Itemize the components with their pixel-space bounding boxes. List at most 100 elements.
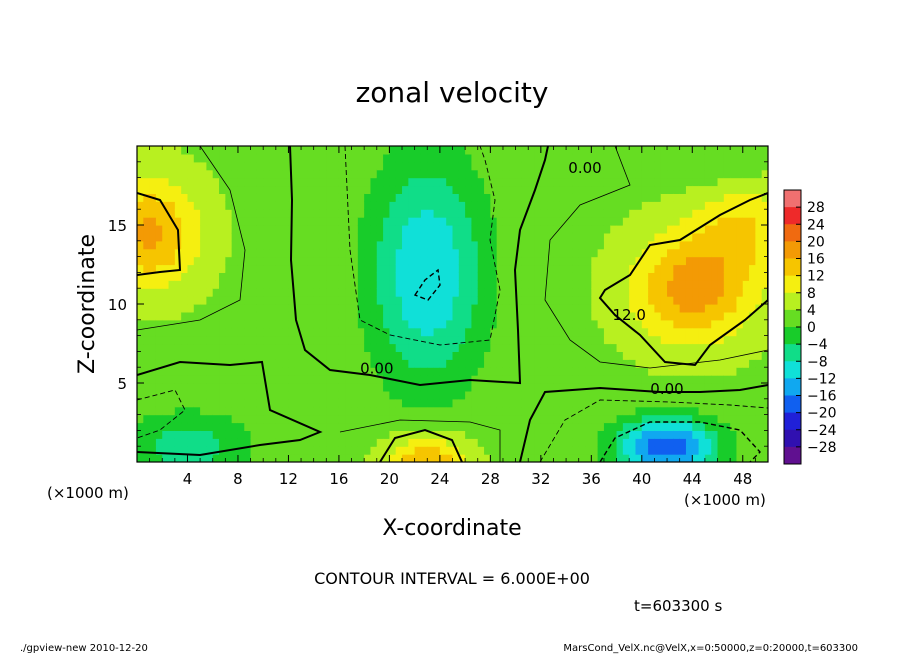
heatmap-cell [275, 311, 283, 321]
heatmap-cell [187, 375, 195, 384]
heatmap-cell [307, 327, 315, 337]
heatmap-cell [225, 343, 233, 352]
heatmap-cell [244, 240, 252, 250]
heatmap-cell [301, 327, 308, 337]
heatmap-cell [667, 454, 674, 462]
heatmap-cell [345, 446, 353, 455]
heatmap-cell [502, 375, 510, 384]
heatmap-cell [761, 319, 768, 329]
heatmap-cell [698, 288, 706, 297]
heatmap-cell [383, 177, 390, 187]
heatmap-cell [761, 248, 768, 258]
heatmap-cell [521, 288, 529, 297]
heatmap-cell [345, 201, 353, 210]
heatmap-cell [471, 256, 479, 266]
heatmap-cell [187, 438, 195, 447]
heatmap-cell [433, 327, 441, 337]
heatmap-cell [181, 288, 189, 297]
heatmap-cell [282, 367, 290, 376]
heatmap-cell [168, 248, 176, 258]
heatmap-cell [673, 264, 681, 273]
heatmap-cell [193, 383, 201, 392]
heatmap-cell [591, 406, 599, 416]
heatmap-cell [755, 327, 763, 337]
heatmap-cell [364, 304, 372, 313]
heatmap-cell [263, 264, 271, 273]
heatmap-cell [439, 438, 447, 447]
heatmap-cell [307, 311, 315, 321]
heatmap-cell [452, 153, 460, 163]
heatmap-cell [313, 209, 321, 218]
heatmap-cell [319, 232, 327, 242]
heatmap-cell [155, 264, 163, 273]
heatmap-cell [704, 327, 712, 337]
heatmap-cell [622, 454, 630, 462]
heatmap-cell [698, 454, 706, 462]
heatmap-cell [521, 264, 529, 273]
heatmap-cell [408, 256, 416, 266]
heatmap-cell [685, 351, 693, 360]
heatmap-cell [357, 375, 365, 384]
heatmap-cell [698, 311, 706, 321]
heatmap-cell [364, 272, 372, 281]
heatmap-cell [319, 454, 327, 462]
heatmap-cell [263, 414, 271, 424]
heatmap-cell [742, 264, 750, 273]
heatmap-cell [319, 193, 327, 202]
heatmap-cell [572, 153, 580, 163]
heatmap-cell [566, 193, 573, 202]
heatmap-cell [338, 296, 346, 305]
heatmap-cell [578, 217, 586, 226]
heatmap-cell [244, 264, 252, 273]
heatmap-cell [250, 383, 258, 392]
heatmap-cell [256, 383, 264, 392]
heatmap-cell [641, 280, 649, 289]
heatmap-cell [704, 406, 712, 416]
heatmap-cell [540, 446, 548, 455]
heatmap-cell [509, 446, 517, 455]
heatmap-cell [275, 272, 283, 281]
heatmap-cell [749, 311, 756, 321]
heatmap-cell [673, 296, 681, 305]
heatmap-cell [149, 240, 157, 250]
heatmap-cell [692, 185, 700, 194]
heatmap-cell [749, 272, 756, 281]
heatmap-cell [685, 153, 693, 163]
heatmap-cell [269, 398, 277, 408]
heatmap-cell [547, 430, 555, 439]
heatmap-cell [269, 232, 277, 242]
heatmap-cell [553, 161, 561, 171]
heatmap-cell [219, 280, 226, 289]
heatmap-cell [698, 383, 706, 392]
heatmap-cell [256, 288, 264, 297]
contour-positive-12c [379, 428, 463, 462]
heatmap-cell [723, 430, 731, 439]
x-tick-label: 20 [380, 470, 399, 488]
heatmap-cell [313, 438, 321, 447]
heatmap-cell [307, 383, 315, 392]
heatmap-cell [496, 161, 504, 171]
heatmap-cell [540, 422, 548, 431]
heatmap-cell [433, 240, 441, 250]
heatmap-cell [389, 319, 397, 329]
heatmap-cell [168, 454, 176, 462]
heatmap-cell [547, 351, 555, 360]
heatmap-cell [578, 280, 586, 289]
heatmap-cell [383, 248, 390, 258]
heatmap-cell [319, 177, 327, 187]
heatmap-cell [219, 390, 226, 400]
heatmap-cell [187, 225, 195, 234]
heatmap-cell [717, 367, 725, 376]
heatmap-cell [402, 375, 409, 384]
heatmap-cell [490, 225, 498, 234]
heatmap-cell [673, 193, 681, 202]
heatmap-cell [742, 288, 750, 297]
heatmap-cell [427, 398, 435, 408]
heatmap-cell [730, 272, 738, 281]
heatmap-cell [319, 264, 327, 273]
heatmap-cell [149, 169, 157, 179]
heatmap-cell [357, 390, 365, 400]
heatmap-cell [622, 351, 630, 360]
heatmap-cell [654, 375, 662, 384]
heatmap-cell [711, 414, 719, 424]
